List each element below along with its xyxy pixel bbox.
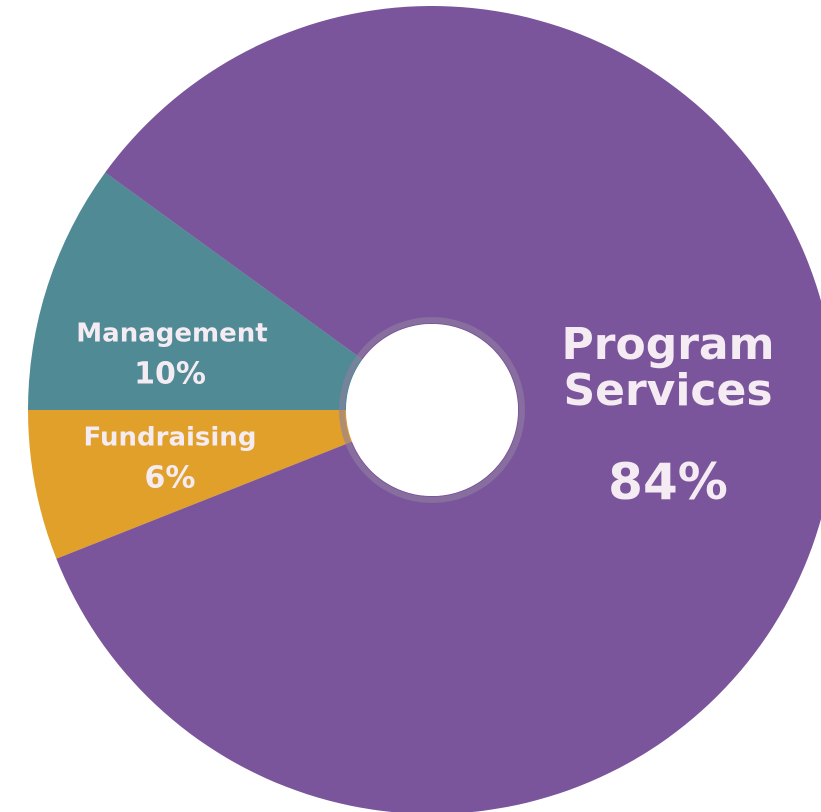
slice-label: Program Services bbox=[561, 318, 775, 416]
slice-label: Fundraising bbox=[83, 422, 257, 453]
hole bbox=[346, 324, 518, 496]
slice bbox=[28, 172, 363, 410]
value-label: 84% bbox=[608, 452, 728, 511]
slice bbox=[56, 6, 821, 812]
slice bbox=[28, 410, 353, 559]
slice-label: Management bbox=[76, 318, 268, 349]
value-label: 6% bbox=[144, 460, 196, 496]
value-label: 10% bbox=[134, 356, 206, 392]
hole-ring bbox=[339, 317, 525, 503]
